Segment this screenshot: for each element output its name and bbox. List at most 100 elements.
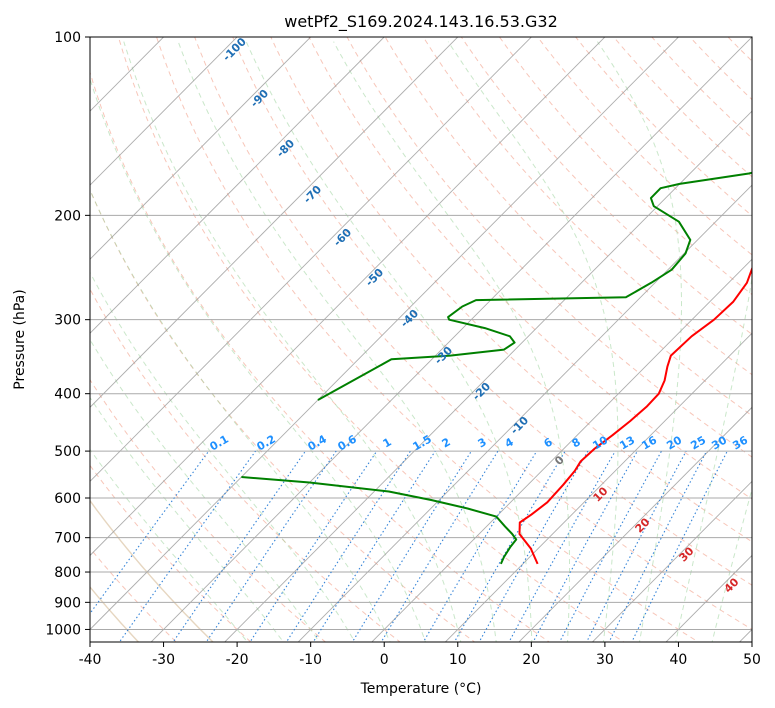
- moist-adiabat: [333, 41, 570, 642]
- mixing-ratio-label: 30: [709, 433, 729, 452]
- mixing-ratio-line: [285, 450, 411, 642]
- x-tick-label: -40: [79, 652, 102, 668]
- mixing-ratio-line: [422, 450, 538, 642]
- mixing-ratio-label: 0.1: [208, 432, 231, 453]
- mixing-ratio-label: 1.5: [411, 432, 434, 453]
- mixing-ratio-label: 36: [730, 433, 750, 452]
- dry-adiabat: [498, 37, 752, 296]
- isotherm: [90, 37, 238, 186]
- dry-adiabat-label: 0: [552, 453, 567, 468]
- y-tick-label: 100: [54, 30, 81, 46]
- y-axis-label: Pressure (hPa): [12, 289, 28, 389]
- dry-adiabat: [90, 188, 476, 642]
- y-tick-label: 900: [54, 595, 81, 611]
- dry-adiabat: [194, 37, 752, 631]
- mixing-ratio-line: [586, 450, 687, 642]
- mixing-ratio-line: [532, 450, 638, 642]
- dry-adiabat: [727, 37, 752, 62]
- dry-adiabat-label: -50: [363, 266, 386, 289]
- moist-adiabat: [245, 41, 533, 642]
- moist-adiabat: [711, 487, 752, 642]
- dry-adiabat: [536, 37, 752, 256]
- y-tick-label: 600: [54, 491, 81, 507]
- mixing-ratio-label: 8: [570, 435, 583, 450]
- mixing-ratio-line: [508, 450, 616, 642]
- dry-adiabat: [460, 37, 752, 335]
- mixing-ratio-line: [312, 450, 436, 642]
- mixing-ratio-label: 2: [440, 435, 453, 450]
- y-tick-label: 300: [54, 313, 81, 329]
- y-tick-label: 400: [54, 387, 81, 403]
- y-tick-label: 500: [54, 444, 81, 460]
- isotherm: [150, 37, 752, 642]
- dry-adiabat: [117, 37, 625, 642]
- y-tick-label: 700: [54, 531, 81, 547]
- dry-adiabat-label: -60: [331, 226, 354, 249]
- mixing-ratio-line: [118, 450, 256, 642]
- y-tick-label: 1000: [45, 622, 81, 638]
- dry-adiabat: [232, 37, 752, 586]
- mixing-ratio-line: [558, 450, 662, 642]
- dry-adiabat: [651, 37, 752, 139]
- dry-adiabat-label: -30: [432, 344, 455, 367]
- moist-adiabat: [177, 41, 497, 642]
- mixing-ratio-label: 1: [381, 435, 394, 450]
- x-tick-label: 30: [596, 652, 614, 668]
- mixing-ratio-line: [453, 450, 566, 642]
- x-tick-label: 40: [670, 652, 688, 668]
- isotherm: [90, 37, 165, 112]
- isotherm: [90, 37, 680, 631]
- dry-adiabat-label: -90: [248, 87, 271, 110]
- isotherm: [90, 37, 312, 260]
- isotherm: [665, 554, 752, 642]
- x-tick-label: -30: [152, 652, 175, 668]
- y-tick-label: 200: [54, 208, 81, 224]
- dry-adiabat-label: -10: [508, 414, 531, 437]
- dry-adiabat-label: -100: [220, 35, 249, 64]
- x-tick-label: 0: [380, 652, 389, 668]
- dry-adiabat-label: -70: [301, 183, 324, 206]
- plot-frame: [89, 36, 753, 643]
- isotherm: [444, 332, 752, 642]
- mixing-ratio-label: 20: [664, 433, 684, 452]
- dry-adiabat: [740, 11, 775, 654]
- isotherm: [518, 406, 752, 642]
- moist-adiabat: [90, 271, 356, 642]
- dry-adiabat: [90, 464, 252, 642]
- chart-title: wetPf2_S169.2024.143.16.53.G32: [284, 12, 558, 32]
- isotherm: [90, 37, 459, 408]
- isotherm: [90, 37, 385, 334]
- isotherm: [224, 110, 752, 642]
- dry-adiabat: [90, 378, 327, 642]
- mixing-ratio-line: [478, 450, 589, 642]
- dry-adiabat: [346, 37, 752, 458]
- mixing-ratio-label: 13: [617, 434, 637, 453]
- series-line-1: [518, 266, 752, 565]
- dry-adiabat: [270, 37, 752, 543]
- moist-adiabat: [90, 188, 391, 642]
- dry-adiabat: [422, 37, 752, 376]
- mixing-ratio-label: 0.4: [306, 432, 330, 453]
- series-line-2: [241, 171, 752, 565]
- dry-adiabat: [156, 37, 700, 642]
- moist-adiabat: [123, 41, 462, 642]
- mixing-ratio-line: [631, 450, 728, 642]
- mixing-ratio-label: 4: [503, 435, 516, 450]
- isotherm: [90, 37, 606, 557]
- mixing-ratio-label: 0.2: [255, 432, 278, 453]
- mixing-ratio-line: [205, 450, 337, 642]
- dry-adiabat: [90, 288, 401, 642]
- dry-adiabat: [574, 37, 752, 217]
- mixing-ratio-label: 3: [476, 435, 489, 450]
- mixing-ratio-label: 16: [639, 433, 659, 452]
- mixing-ratio-line: [351, 450, 472, 642]
- dry-adiabat-label: -20: [470, 380, 493, 403]
- x-tick-label: 20: [522, 652, 540, 668]
- mixing-ratio-line: [608, 450, 708, 642]
- isotherm: [591, 480, 752, 642]
- dry-adiabat-label: 10: [591, 484, 611, 504]
- isotherm: [738, 628, 752, 642]
- x-tick-label: 10: [449, 652, 467, 668]
- mixing-ratio-line: [249, 450, 378, 642]
